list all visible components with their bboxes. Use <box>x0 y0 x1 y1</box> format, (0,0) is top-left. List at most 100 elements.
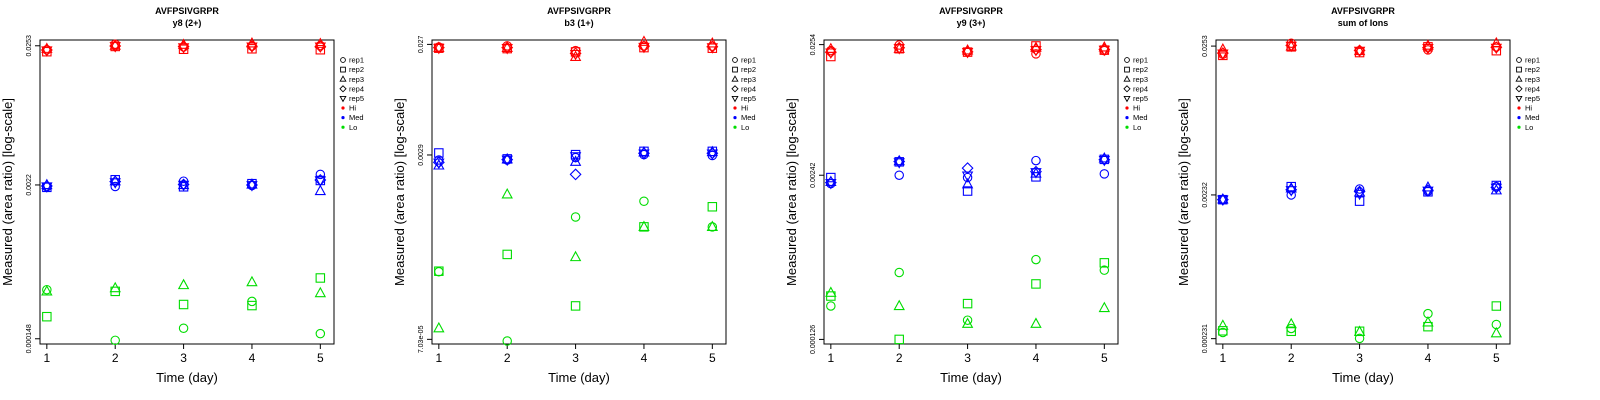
data-point <box>1217 193 1229 204</box>
data-point <box>569 49 582 61</box>
data-point <box>246 178 258 189</box>
legend-label: Hi <box>1133 104 1140 113</box>
data-point <box>41 285 53 296</box>
data-point <box>177 278 190 290</box>
data-point <box>638 42 650 54</box>
data-point <box>962 315 973 325</box>
data-point <box>638 149 650 160</box>
x-tick-label: 3 <box>180 351 187 365</box>
data-point <box>1353 189 1366 201</box>
legend-label: Hi <box>1525 104 1532 113</box>
data-point <box>825 286 837 297</box>
legend-marker-rep1 <box>1124 57 1130 63</box>
x-tick-label: 2 <box>896 351 903 365</box>
y-tick-label: 0.027 <box>418 36 425 54</box>
data-point <box>1030 45 1042 57</box>
chart-subtitle: y9 (3+) <box>957 18 986 28</box>
legend-label: rep2 <box>741 65 756 74</box>
y-axis-label: Measured (area ratio) [log-scale] <box>392 98 407 286</box>
x-tick-label: 5 <box>1101 351 1108 365</box>
data-point <box>1217 49 1229 61</box>
data-point <box>41 42 53 53</box>
data-point <box>433 43 445 55</box>
data-point <box>961 47 974 59</box>
legend-marker-rep5 <box>1123 95 1131 103</box>
data-point <box>1098 301 1111 313</box>
x-tick-label: 4 <box>1033 351 1040 365</box>
x-tick-label: 4 <box>641 351 648 365</box>
y-tick-label: 0.0029 <box>418 144 425 166</box>
legend-label: rep5 <box>1525 94 1540 103</box>
y-tick-label: 0.00232 <box>1202 182 1209 207</box>
data-point <box>1353 46 1366 58</box>
data-point <box>109 174 121 186</box>
data-point <box>1285 317 1297 329</box>
y-tick-label: 0.0022 <box>26 174 33 196</box>
data-point <box>109 39 121 50</box>
legend-marker-rep2 <box>340 66 346 73</box>
legend-label: rep2 <box>1525 65 1540 74</box>
data-point <box>707 202 718 212</box>
chart-subtitle: sum of Ions <box>1338 18 1389 28</box>
chart-panel-4: AVFPSIVGRPR sum of Ions 1 2 3 4 5 Time (day) 0.0… <box>1176 6 1540 385</box>
data-point <box>501 155 513 167</box>
data-point <box>1286 323 1296 334</box>
data-point <box>1353 185 1366 197</box>
data-point <box>569 168 582 181</box>
legend-marker-rep2 <box>1124 66 1130 73</box>
data-point <box>1030 317 1042 328</box>
data-point <box>893 158 905 169</box>
data-point <box>41 46 53 57</box>
data-point <box>246 42 258 54</box>
data-point <box>315 44 326 55</box>
legend-label: Med <box>741 113 756 122</box>
legend-label: Med <box>1525 113 1540 122</box>
data-point <box>825 178 837 190</box>
data-point <box>502 336 512 346</box>
data-point <box>501 188 513 199</box>
data-point <box>1422 181 1434 192</box>
legend-marker-rep4 <box>1515 85 1523 93</box>
data-point <box>1354 184 1365 194</box>
data-point <box>177 180 190 192</box>
data-point <box>434 266 444 276</box>
data-point <box>502 249 512 260</box>
legend-label: rep4 <box>1525 84 1540 93</box>
data-point <box>1031 279 1041 289</box>
legend-label: rep2 <box>1133 65 1148 74</box>
plot-frame <box>39 39 335 345</box>
data-point <box>570 212 581 222</box>
legend-marker-rep4 <box>731 85 739 93</box>
data-point <box>1099 265 1110 275</box>
data-point <box>1490 43 1503 55</box>
data-point <box>1099 258 1110 268</box>
data-point <box>1491 301 1502 311</box>
legend-marker-rep1 <box>340 57 346 63</box>
data-point <box>1098 45 1111 57</box>
y-tick-label: 0.000126 <box>810 325 817 354</box>
x-tick-label: 2 <box>112 351 119 365</box>
plot-frame <box>823 39 1119 345</box>
chart-panel-3: AVFPSIVGRPR y9 (3+) 1 2 3 4 5 Time (day) 0.0254 0… <box>784 6 1148 385</box>
data-point <box>247 300 257 311</box>
legend-marker-rep5 <box>1515 95 1523 103</box>
data-point <box>706 149 719 160</box>
data-point <box>1217 195 1229 207</box>
y-axis-label: Measured (area ratio) [log-scale] <box>784 98 799 286</box>
data-point <box>1030 168 1042 179</box>
data-point <box>1217 43 1229 54</box>
data-point <box>1354 333 1365 344</box>
legend-label: rep4 <box>741 84 756 93</box>
data-point <box>961 162 974 175</box>
legend-label: rep1 <box>1525 56 1540 65</box>
legend-label: rep1 <box>1133 56 1148 65</box>
legend-marker-rep1 <box>1516 57 1522 63</box>
data-point <box>109 281 121 293</box>
legend-dot-med <box>1125 116 1129 120</box>
data-point <box>1218 326 1228 336</box>
y-tick-label: 7.03e-05 <box>418 325 425 353</box>
legend-marker-rep2 <box>732 66 738 73</box>
legend-label: Lo <box>741 123 749 132</box>
data-point <box>177 43 190 54</box>
legend-dot-lo <box>1125 125 1129 129</box>
